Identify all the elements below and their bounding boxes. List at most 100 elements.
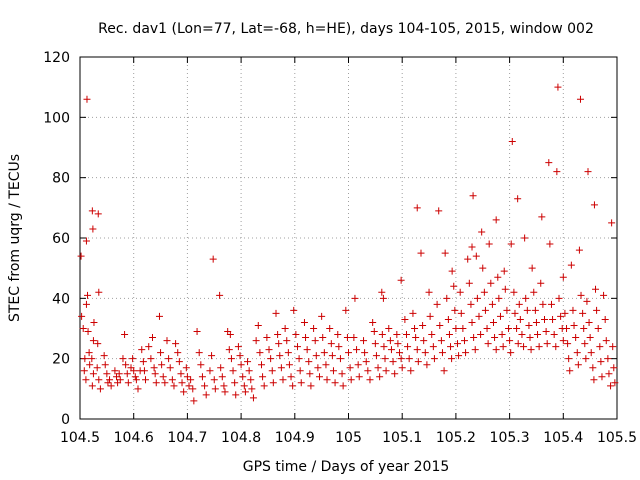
data-point <box>436 321 444 329</box>
data-point <box>290 306 298 314</box>
data-point <box>318 312 326 320</box>
data-point <box>494 273 502 281</box>
data-point <box>507 240 515 248</box>
data-point <box>570 321 578 329</box>
data-point <box>244 358 252 366</box>
data-point <box>78 312 86 320</box>
data-point <box>284 349 292 357</box>
data-point <box>350 334 358 342</box>
data-point <box>283 337 291 345</box>
y-axis-label: STEC from uqrg / TECUs <box>7 154 23 322</box>
data-point <box>498 331 506 339</box>
data-point <box>423 361 431 369</box>
data-point <box>583 297 591 305</box>
data-point <box>361 349 369 357</box>
data-point <box>455 352 463 360</box>
data-point <box>443 294 451 302</box>
data-point <box>177 370 185 378</box>
data-point <box>132 376 140 384</box>
data-point <box>374 364 382 372</box>
data-point <box>101 361 109 369</box>
data-point <box>240 382 248 390</box>
data-point <box>263 334 271 342</box>
data-point <box>275 340 283 348</box>
data-point <box>161 379 169 387</box>
data-point <box>554 83 562 91</box>
data-point <box>576 95 584 103</box>
data-point <box>371 340 379 348</box>
data-point <box>607 382 615 390</box>
data-point <box>531 306 539 314</box>
data-point <box>174 349 182 357</box>
data-point <box>525 321 533 329</box>
data-point <box>468 318 476 326</box>
data-point <box>580 325 588 332</box>
data-point <box>409 309 417 317</box>
data-point <box>450 282 458 290</box>
data-point <box>492 346 500 354</box>
data-point <box>310 325 318 332</box>
data-point <box>80 367 88 375</box>
data-point <box>345 349 352 357</box>
data-point <box>206 367 214 375</box>
x-tick-label: 105 <box>335 430 362 446</box>
data-point <box>175 358 183 366</box>
data-point <box>596 343 604 351</box>
data-point <box>88 355 96 363</box>
data-point <box>523 306 531 314</box>
data-point <box>382 367 390 375</box>
data-point <box>248 385 256 393</box>
data-point <box>425 288 433 296</box>
data-point <box>279 376 287 384</box>
data-point <box>411 325 419 332</box>
data-point <box>155 312 163 320</box>
data-point <box>534 331 542 339</box>
data-point <box>419 321 427 329</box>
data-point <box>237 361 245 369</box>
data-point <box>300 318 308 326</box>
data-point <box>530 288 538 296</box>
data-point <box>130 367 138 375</box>
data-point <box>379 294 387 302</box>
data-point <box>90 318 98 326</box>
data-point <box>514 340 522 348</box>
data-point <box>166 364 174 372</box>
data-point <box>386 337 394 345</box>
data-point <box>79 325 87 332</box>
data-point <box>444 315 452 323</box>
data-point <box>211 385 219 393</box>
data-point <box>297 379 305 387</box>
data-point <box>412 334 420 342</box>
data-point <box>402 331 410 339</box>
data-point <box>343 334 351 342</box>
data-point <box>401 315 409 323</box>
data-point <box>354 361 362 369</box>
data-point <box>421 349 429 357</box>
data-point <box>447 343 455 351</box>
data-point <box>387 346 395 354</box>
data-point <box>163 337 171 345</box>
data-point <box>492 216 500 224</box>
data-point <box>572 334 580 342</box>
data-point <box>429 343 437 351</box>
data-point <box>150 364 158 372</box>
data-point <box>122 361 130 369</box>
data-point <box>232 391 240 399</box>
y-tick-label: 20 <box>52 352 70 368</box>
data-point <box>152 379 160 387</box>
data-point <box>483 325 491 332</box>
data-point <box>226 331 234 339</box>
data-point <box>465 279 473 287</box>
data-point <box>537 279 545 287</box>
data-point <box>528 264 536 272</box>
data-point <box>420 337 428 345</box>
data-point <box>547 300 555 308</box>
data-point <box>426 312 434 320</box>
data-point <box>592 285 600 293</box>
data-point <box>335 343 343 351</box>
data-point <box>115 370 123 378</box>
data-point <box>129 355 137 363</box>
data-point <box>527 346 535 354</box>
data-point <box>314 364 322 372</box>
data-point <box>145 343 153 351</box>
